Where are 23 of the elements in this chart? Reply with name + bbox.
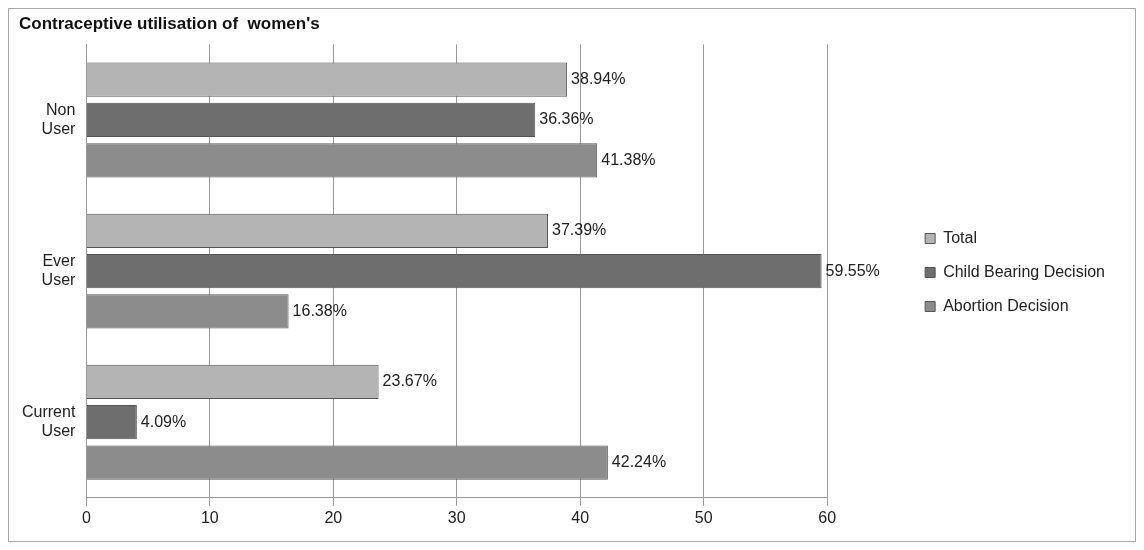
x-tick-label: 20 [324,508,343,526]
y-tick-label: Ever User [41,251,77,289]
legend-label: Abortion Decision [943,296,1069,314]
x-tick-label: 50 [694,508,713,526]
data-label: 36.36% [539,110,594,128]
data-label: 59.55% [825,261,880,279]
x-tick-label: 40 [571,508,590,526]
x-tick-label: 30 [447,508,466,526]
x-tick-label: 60 [818,508,837,526]
x-tick-label: 0 [81,508,91,526]
data-label: 23.67% [382,372,437,390]
data-label: 42.24% [611,452,667,470]
y-tick-label: Non User [41,100,77,137]
legend-label: Child Bearing Decision [943,262,1105,280]
data-label: 16.38% [292,301,347,319]
data-label: 41.38% [601,150,656,168]
chart-title: Contraceptive utilisation of women's [19,13,320,33]
data-label: 4.09% [140,412,187,430]
data-label: 38.94% [571,70,626,88]
x-tick-label: 10 [200,508,219,526]
y-tick-label: Current User [21,403,77,440]
legend-label: Total [943,228,977,246]
data-label: 37.39% [551,221,607,239]
